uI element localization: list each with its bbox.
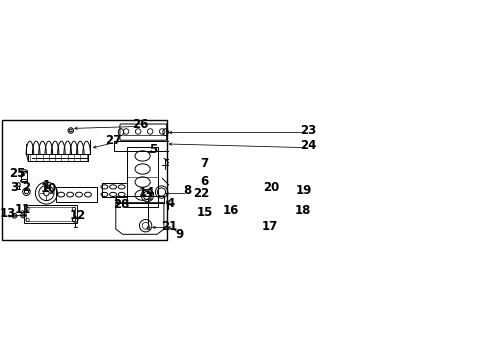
Text: 12: 12 [69,208,85,221]
Bar [127,147,158,207]
Text: 8: 8 [183,184,191,198]
Text: 1: 1 [42,179,50,192]
Text: 6: 6 [200,175,208,188]
Text: 16: 16 [222,204,239,217]
Text: 3: 3 [10,181,18,194]
Text: 24: 24 [300,139,316,152]
Text: 2: 2 [22,181,30,194]
Text: 27: 27 [105,134,122,147]
Bar [255,210,261,216]
Text: 13: 13 [0,207,16,220]
Bar [26,207,75,221]
Bar [56,187,97,202]
Text: 17: 17 [262,220,278,233]
Text: 14: 14 [138,185,155,198]
Bar [257,212,260,215]
Text: 15: 15 [196,206,213,219]
Text: 26: 26 [131,118,148,131]
Bar [203,207,221,228]
Text: 5: 5 [149,143,158,156]
Bar [20,171,27,181]
Text: 11: 11 [14,203,30,216]
Text: 19: 19 [295,184,311,198]
Text: 18: 18 [294,204,311,217]
Text: 7: 7 [200,157,208,170]
Text: 21: 21 [161,220,177,233]
Bar [24,206,77,223]
Text: 4: 4 [166,197,174,210]
Text: 25: 25 [9,167,25,180]
Bar [116,197,163,203]
Text: 10: 10 [41,182,57,195]
Text: 22: 22 [193,186,209,199]
Text: 23: 23 [300,124,316,137]
Text: 28: 28 [113,198,129,211]
Text: 20: 20 [263,181,279,194]
Text: 9: 9 [175,229,183,242]
